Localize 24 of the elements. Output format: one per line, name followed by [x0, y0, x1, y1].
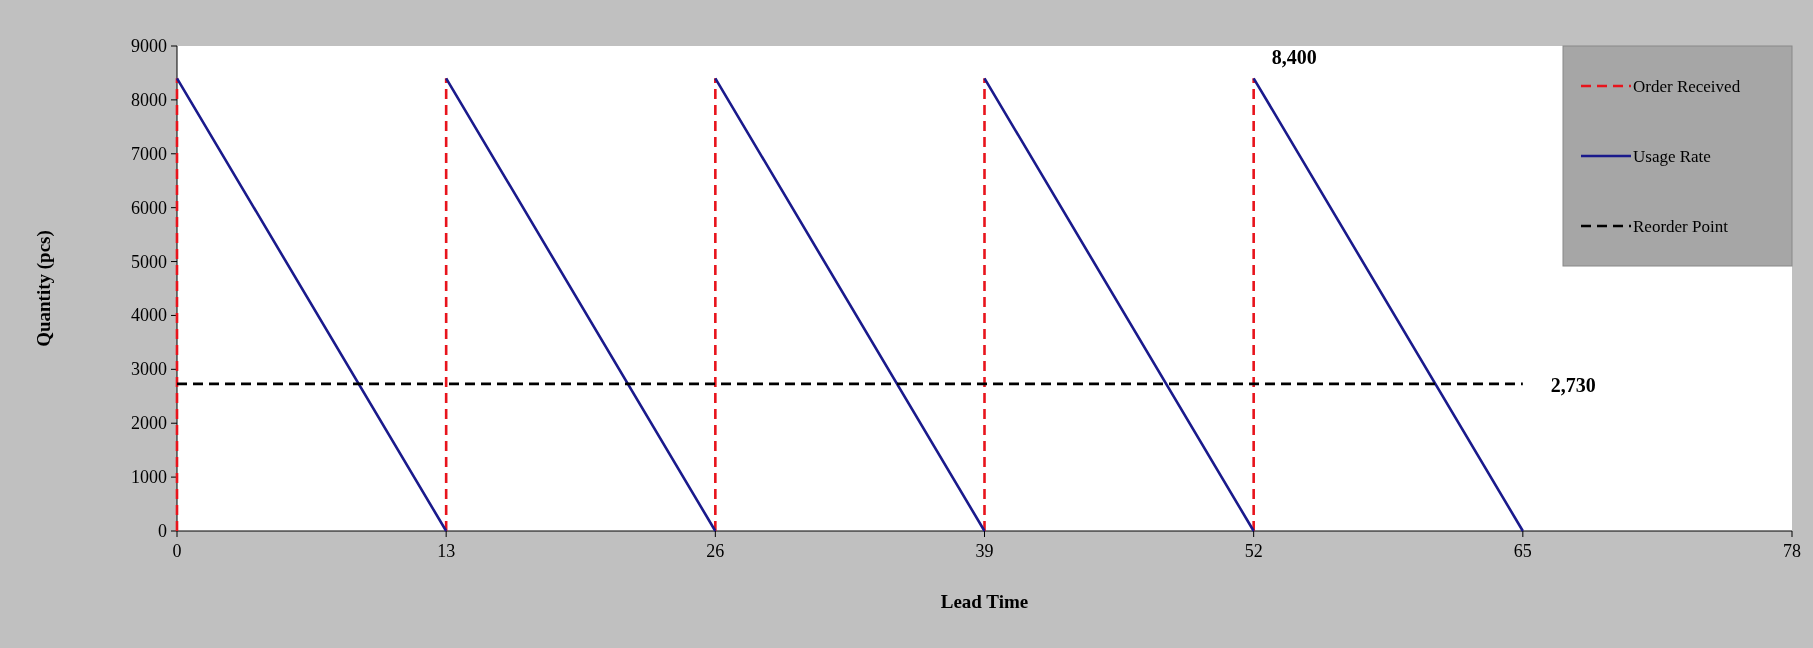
y-tick-label: 9000: [131, 36, 167, 56]
legend-label: Usage Rate: [1633, 147, 1711, 166]
y-tick-label: 8000: [131, 89, 167, 110]
x-tick-label: 26: [706, 541, 725, 561]
y-tick-label: 0: [158, 521, 167, 541]
y-tick-label: 2000: [131, 413, 167, 434]
y-tick-label: 7000: [131, 143, 167, 164]
x-tick-label: 78: [1783, 541, 1801, 561]
x-tick-label: 65: [1513, 541, 1532, 561]
y-tick-label: 1000: [131, 467, 167, 488]
annotation: 8,400: [1271, 46, 1317, 69]
x-tick-label: 13: [437, 541, 456, 561]
legend-label: Order Received: [1633, 77, 1741, 96]
annotation: 2,730: [1550, 373, 1596, 396]
x-tick-label: 0: [172, 541, 182, 561]
y-tick-label: 5000: [131, 251, 167, 272]
legend-label: Reorder Point: [1633, 217, 1729, 236]
y-tick-label: 3000: [131, 359, 167, 380]
y-axis-title: Quantity (pcs): [33, 230, 55, 347]
y-tick-label: 4000: [131, 305, 167, 326]
x-tick-label: 39: [975, 541, 994, 561]
x-axis-title: Lead Time: [940, 591, 1029, 612]
y-tick-label: 6000: [131, 197, 167, 218]
x-tick-label: 52: [1244, 541, 1263, 561]
